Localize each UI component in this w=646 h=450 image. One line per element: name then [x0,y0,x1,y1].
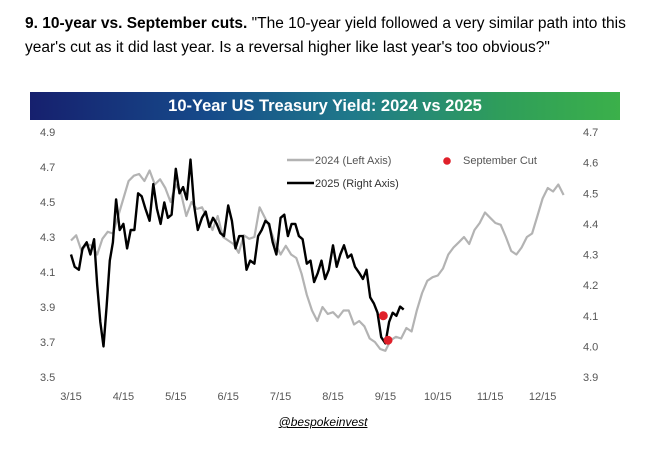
x-axis-tick-label: 4/15 [113,391,134,403]
source-credit[interactable]: @bespokeinvest [278,415,368,429]
legend-2024-label: 2024 (Left Axis) [315,155,391,167]
left-axis-tick-label: 4.5 [40,197,55,209]
heading-lead: 9. 10-year vs. September cuts. [25,15,248,32]
left-axis-tick-label: 4.1 [40,267,55,279]
chart-title: 10-Year US Treasury Yield: 2024 vs 2025 [168,97,482,115]
left-axis-tick-label: 3.5 [40,372,55,384]
series-2024-line [70,169,565,352]
left-axis-tick-label: 4.9 [40,127,55,139]
heading-quote: "The 10-year yield followed a very simil… [25,15,626,56]
x-axis-tick-label: 7/15 [270,391,291,403]
x-axis-tick-label: 8/15 [322,391,343,403]
x-axis-tick-label: 12/15 [529,391,557,403]
september-cut-marker [383,335,393,345]
x-axis-tick-label: 11/15 [477,391,504,403]
left-axis-tick-label: 4.3 [40,232,55,244]
legend-cut-swatch [443,157,451,165]
right-axis-tick-label: 4.4 [583,219,598,231]
x-axis-tick-label: 3/15 [60,391,81,403]
article-heading: 9. 10-year vs. September cuts. "The 10-y… [25,12,635,60]
right-axis-tick-label: 4.2 [583,280,598,292]
chart-title-band: 10-Year US Treasury Yield: 2024 vs 2025 [30,92,620,120]
legend-cut-label: September Cut [463,155,537,167]
left-axis-tick-label: 3.7 [40,337,55,349]
right-axis-tick-label: 4.6 [583,158,598,170]
x-axis-tick-label: 10/15 [424,391,452,403]
x-axis-tick-label: 6/15 [217,391,238,403]
right-axis-tick-label: 4.5 [583,188,598,200]
x-axis-tick-label: 5/15 [165,391,186,403]
left-axis-tick-label: 4.7 [40,162,55,174]
september-cut-marker [378,311,388,321]
yield-chart: 4.9 4.7 4.5 4.3 4.1 3.9 3.7 3.5 4.7 4.6 4.5 4.4 4.3 4… [40,127,598,403]
right-axis-tick-label: 4.1 [583,311,598,323]
right-axis-tick-label: 4.7 [583,127,598,139]
left-axis-tick-label: 3.9 [40,302,55,314]
series-2025-line [69,158,405,348]
right-axis-tick-label: 4.0 [583,341,598,353]
right-axis-tick-label: 3.9 [583,372,598,384]
x-axis-tick-label: 9/15 [375,391,396,403]
legend-2025-label: 2025 (Right Axis) [315,178,399,190]
right-axis-tick-label: 4.3 [583,250,598,262]
